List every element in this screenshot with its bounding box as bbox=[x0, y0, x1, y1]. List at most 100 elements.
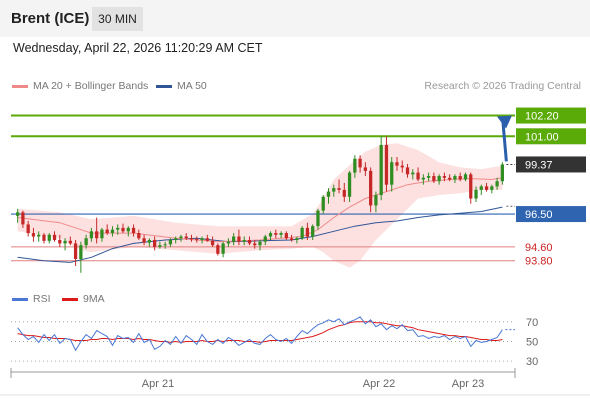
candle-body bbox=[121, 227, 125, 232]
candle-body bbox=[432, 176, 436, 182]
candle-body bbox=[274, 233, 278, 235]
candle-body bbox=[147, 239, 151, 243]
candle-body bbox=[31, 233, 36, 237]
candle-body bbox=[242, 239, 246, 242]
candle-body bbox=[226, 241, 231, 244]
candle-body bbox=[189, 238, 194, 240]
candle-body bbox=[326, 191, 331, 197]
credit-text: Research © 2026 Trading Central bbox=[424, 80, 581, 92]
legend-rsi: RSI bbox=[12, 293, 51, 305]
candle-body bbox=[400, 165, 404, 168]
candle-body bbox=[316, 210, 320, 227]
candle-body bbox=[426, 176, 431, 178]
candle-body bbox=[21, 212, 25, 225]
candle-body bbox=[342, 189, 346, 197]
resistance-tag bbox=[516, 128, 586, 145]
candle-body bbox=[247, 239, 252, 244]
candle-body bbox=[216, 245, 220, 254]
current-price-label: 99.37 bbox=[525, 159, 553, 171]
candle-body bbox=[37, 234, 41, 237]
candle-body bbox=[100, 229, 104, 239]
candle-body bbox=[437, 176, 441, 182]
resistance-label: 101.00 bbox=[525, 131, 559, 143]
target-label: 93.80 bbox=[525, 256, 553, 268]
candle-body bbox=[332, 188, 336, 192]
candle-body bbox=[474, 189, 478, 199]
rsi-swatch bbox=[12, 297, 28, 301]
candle-body bbox=[289, 238, 294, 240]
candle-body bbox=[469, 174, 473, 199]
legend-rsi-label: RSI bbox=[33, 293, 51, 305]
candle-body bbox=[58, 239, 62, 244]
candle-body bbox=[131, 227, 136, 234]
candle-body bbox=[442, 176, 447, 178]
timeframe-button[interactable]: 30 MIN bbox=[92, 7, 143, 31]
candle-body bbox=[116, 227, 120, 230]
candle-body bbox=[321, 196, 325, 211]
rsi-tick-label: 50 bbox=[526, 336, 538, 348]
candle-body bbox=[390, 162, 394, 185]
candle-body bbox=[395, 162, 399, 166]
candle-body bbox=[179, 236, 183, 239]
rsi-tick-label: 30 bbox=[526, 356, 538, 368]
candle-body bbox=[221, 243, 225, 254]
ma50-swatch bbox=[156, 84, 172, 88]
candle-body bbox=[174, 238, 178, 240]
candle-body bbox=[279, 233, 283, 235]
candle-body bbox=[311, 226, 315, 237]
candle-body bbox=[89, 231, 94, 239]
current-price-tag bbox=[516, 156, 586, 173]
candle-body bbox=[168, 239, 173, 245]
datetime-label: Wednesday, April 22, 2026 11:20:29 AM CE… bbox=[13, 41, 263, 55]
candle-body bbox=[137, 233, 141, 239]
candle-body bbox=[152, 239, 157, 247]
candle-body bbox=[84, 238, 88, 246]
candle-body bbox=[490, 186, 494, 190]
candle-body bbox=[200, 238, 204, 240]
header-bar: Brent (ICE) 30 MIN bbox=[0, 0, 590, 37]
x-tick-label: Apr 21 bbox=[142, 378, 174, 390]
candle-body bbox=[237, 236, 241, 242]
candle-body bbox=[411, 172, 415, 175]
candle-body bbox=[458, 176, 462, 180]
legend-ma20: MA 20 + Bollinger Bands bbox=[12, 80, 148, 92]
legend-ma50-label: MA 50 bbox=[177, 80, 207, 92]
candle-body bbox=[73, 243, 78, 259]
candle-body bbox=[495, 181, 499, 187]
candle-body bbox=[47, 234, 51, 241]
candle-body bbox=[416, 172, 420, 180]
candle-body bbox=[363, 167, 368, 171]
candle-body bbox=[300, 227, 304, 239]
candle-body bbox=[79, 245, 83, 259]
ma20-swatch bbox=[12, 84, 28, 88]
candle-body bbox=[463, 174, 468, 180]
candle-body bbox=[105, 229, 109, 234]
candle-body bbox=[448, 177, 452, 180]
candle-body bbox=[484, 186, 489, 190]
candle-body bbox=[68, 240, 72, 244]
candle-body bbox=[453, 176, 457, 180]
candle-body bbox=[405, 167, 410, 175]
candle-body bbox=[205, 238, 209, 241]
candle-body bbox=[384, 144, 389, 185]
rsi-tick-label: 70 bbox=[526, 317, 538, 329]
legend-ma20-label: MA 20 + Bollinger Bands bbox=[33, 80, 149, 92]
candle-body bbox=[337, 188, 341, 190]
forecast-arrow-head bbox=[497, 115, 512, 129]
candle-body bbox=[284, 233, 288, 239]
candle-body bbox=[263, 236, 267, 242]
candle-body bbox=[353, 158, 357, 173]
candle-body bbox=[295, 238, 299, 240]
candle-body bbox=[268, 233, 273, 237]
candle-body bbox=[253, 243, 257, 246]
rsi-line bbox=[17, 316, 503, 352]
candle-body bbox=[258, 241, 262, 246]
candle-body bbox=[374, 195, 378, 206]
candle-body bbox=[347, 172, 352, 197]
legend-ma50: MA 50 bbox=[156, 80, 207, 92]
candle-body bbox=[210, 240, 215, 246]
resistance-tag bbox=[516, 107, 586, 124]
candle-body bbox=[421, 177, 425, 180]
candle-body bbox=[232, 236, 236, 242]
